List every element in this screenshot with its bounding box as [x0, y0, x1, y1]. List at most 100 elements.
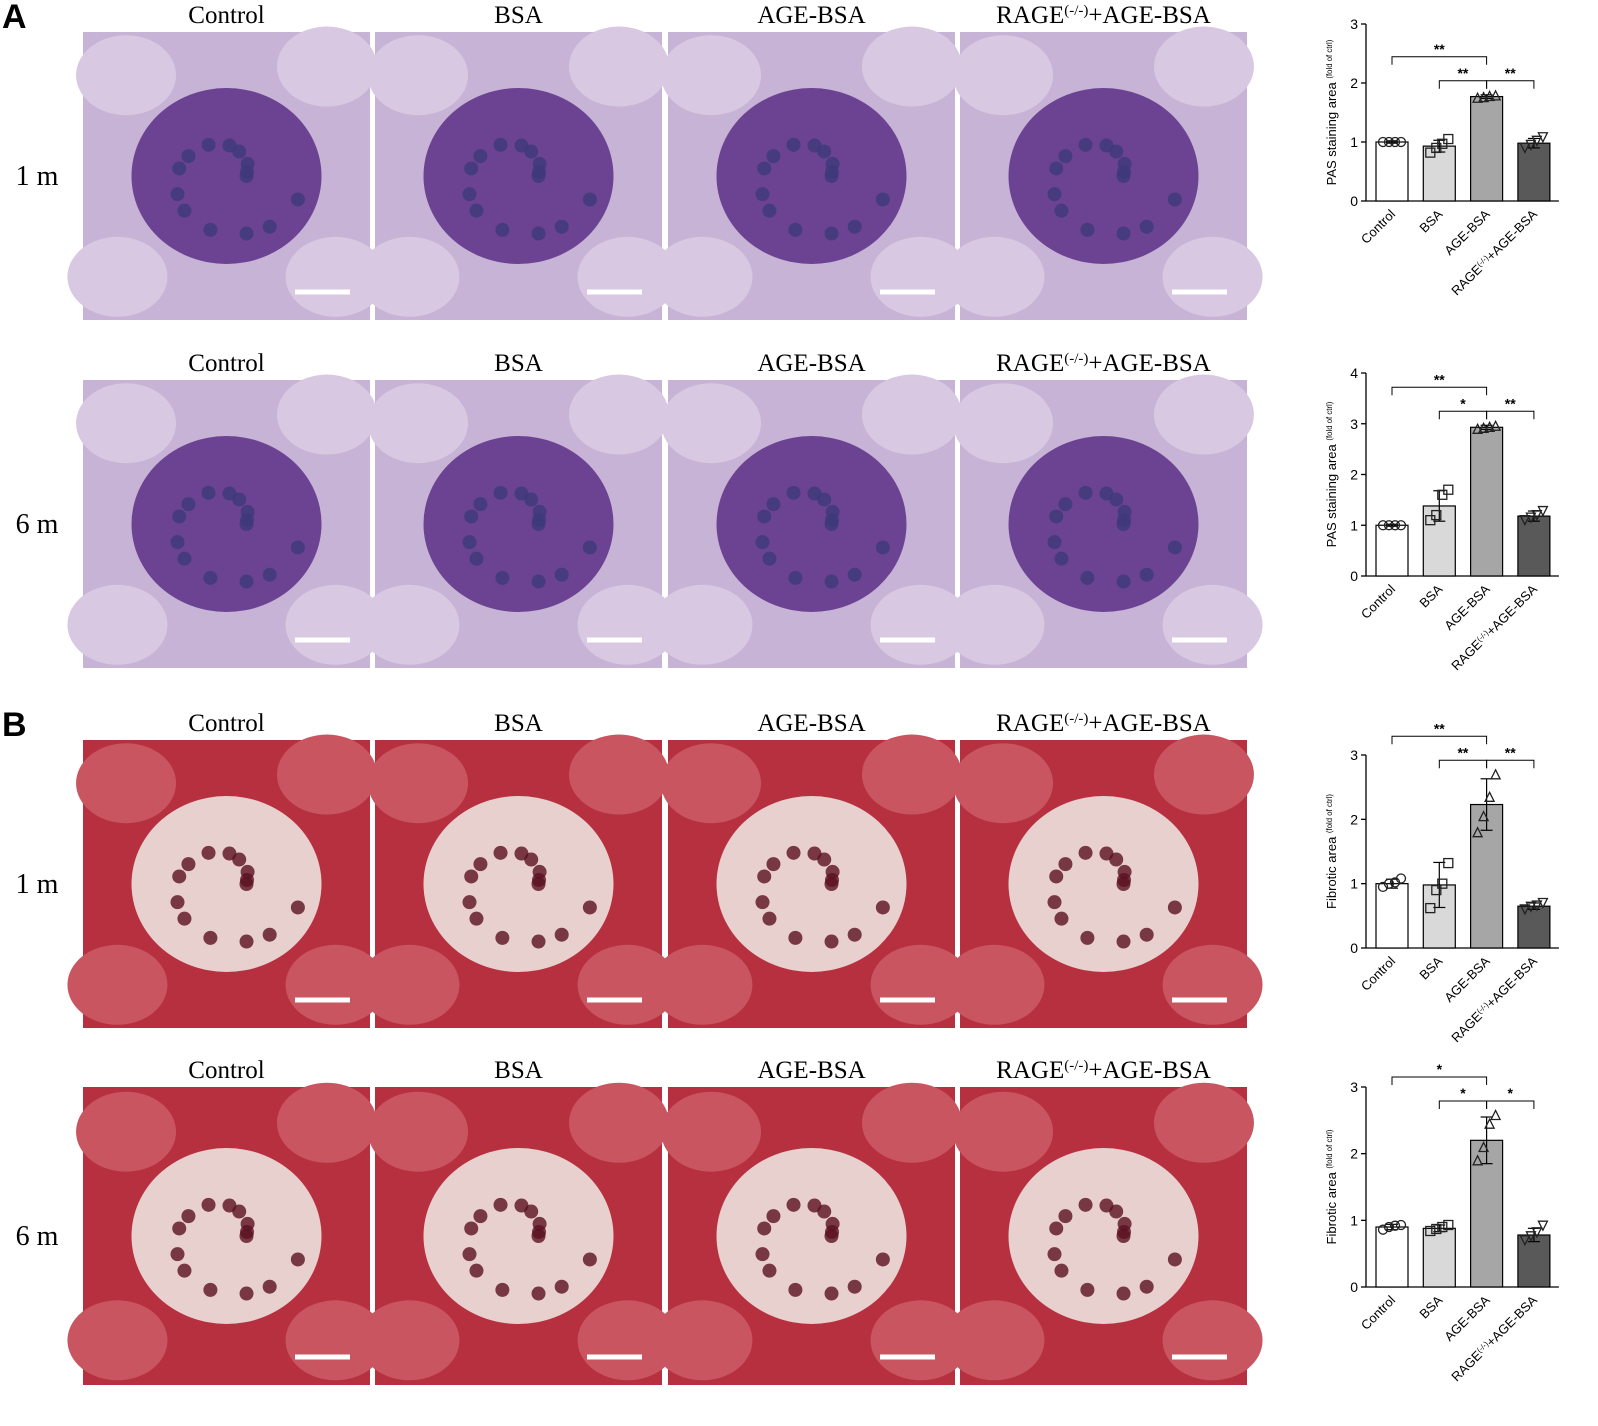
column-title: Control	[188, 1057, 264, 1084]
tubule	[276, 734, 377, 815]
nucleus	[262, 927, 277, 942]
nucleus	[531, 574, 546, 589]
bar-chart: 0 1 2 3 4 PAS staining area (fold of ctrl) Con…	[1324, 365, 1559, 673]
tubule	[1153, 26, 1254, 107]
bar	[1375, 141, 1409, 202]
tubule	[661, 1091, 762, 1172]
tubule	[944, 236, 1045, 317]
tubule	[870, 944, 971, 1025]
nucleus	[824, 1286, 839, 1301]
nucleus	[1109, 852, 1124, 867]
tubule	[577, 944, 678, 1025]
glomerulus	[131, 88, 322, 264]
data-point	[1537, 132, 1549, 144]
tubule	[285, 236, 386, 317]
micrograph	[359, 1082, 678, 1385]
nucleus	[817, 1204, 832, 1219]
data-point	[1490, 1109, 1502, 1121]
bar	[1375, 1226, 1409, 1288]
nucleus	[824, 934, 839, 949]
nucleus	[1058, 1209, 1073, 1224]
significance-label: **	[1505, 395, 1516, 411]
panel-letter: A	[2, 0, 27, 36]
x-tick-label: RAGE(-/-)+AGE-BSA	[1448, 581, 1540, 673]
significance-bracket	[1486, 1100, 1535, 1109]
tubule	[67, 584, 168, 665]
micrograph	[67, 374, 386, 668]
tubule	[1162, 1300, 1263, 1381]
nucleus	[201, 485, 216, 500]
data-point	[1395, 520, 1407, 531]
significance-label: **	[1434, 371, 1445, 387]
nucleus	[788, 930, 803, 945]
nucleus	[582, 192, 597, 207]
nucleus	[762, 911, 777, 926]
data-point	[1443, 133, 1454, 145]
bar	[1469, 95, 1504, 202]
nucleus	[757, 509, 772, 524]
nucleus	[757, 161, 772, 176]
glomerulus	[716, 436, 907, 612]
row-label: 1 m	[16, 161, 59, 192]
data-point	[1490, 419, 1502, 431]
nucleus	[181, 497, 196, 512]
nucleus	[1139, 1279, 1154, 1294]
nucleus	[464, 161, 479, 176]
significance-label: *	[1460, 395, 1466, 411]
tubule	[285, 584, 386, 665]
nucleus	[172, 509, 187, 524]
bar-chart: 0 1 2 3 Fibrotic area (fold of ctrl) Control B…	[1324, 1061, 1559, 1384]
nucleus	[240, 1224, 255, 1239]
y-tick-label: 0	[1350, 568, 1358, 584]
x-tick-label: Control	[1358, 581, 1398, 621]
significance-bracket	[1486, 80, 1535, 89]
nucleus	[757, 1221, 772, 1236]
nucleus	[875, 540, 890, 555]
significance-bracket	[1391, 735, 1488, 745]
nucleus	[290, 1252, 305, 1267]
data-point	[1519, 515, 1531, 527]
glomerulus	[131, 1148, 322, 1324]
tubule	[568, 374, 669, 455]
x-tick-label: BSA	[1416, 953, 1445, 982]
significance-bracket	[1391, 1076, 1488, 1085]
nucleus	[788, 1282, 803, 1297]
data-point	[1472, 422, 1484, 434]
glomerulus	[131, 436, 322, 612]
tubule	[953, 1091, 1054, 1172]
tubule	[76, 743, 177, 824]
significance-label: **	[1457, 744, 1468, 760]
significance-label: *	[1437, 1061, 1443, 1077]
bar	[1422, 145, 1456, 202]
nucleus	[1058, 497, 1073, 512]
nucleus	[469, 1263, 484, 1278]
nucleus	[239, 934, 254, 949]
tubule	[368, 1091, 469, 1172]
nucleus	[262, 567, 277, 582]
data-point	[1377, 1224, 1389, 1235]
nucleus	[232, 492, 247, 507]
micrograph	[652, 26, 971, 320]
data-point	[1437, 1221, 1448, 1233]
nucleus	[847, 1279, 862, 1294]
nucleus	[203, 1282, 218, 1297]
nucleus	[493, 1197, 508, 1212]
micrograph	[67, 1082, 386, 1385]
nucleus	[1047, 1247, 1062, 1262]
data-point	[1478, 421, 1490, 433]
nucleus	[1049, 509, 1064, 524]
data-point	[1383, 520, 1395, 531]
nucleus	[170, 1247, 185, 1262]
nucleus	[469, 911, 484, 926]
x-tick-label: BSA	[1416, 206, 1445, 235]
nucleus	[1078, 137, 1093, 152]
significance-bracket	[1438, 759, 1488, 769]
significance-label: *	[1508, 1085, 1514, 1101]
y-tick-label: 0	[1350, 1279, 1358, 1295]
nucleus	[1139, 219, 1154, 234]
y-tick-label: 3	[1350, 416, 1358, 432]
tubule	[577, 236, 678, 317]
tubule	[568, 26, 669, 107]
column-title: RAGE(-/-)+AGE-BSA	[996, 710, 1211, 737]
nucleus	[172, 161, 187, 176]
